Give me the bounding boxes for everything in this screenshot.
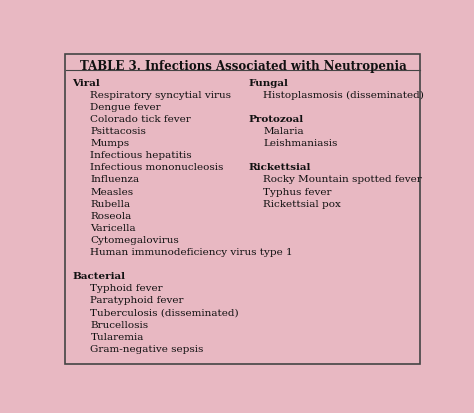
Text: Histoplasmosis (disseminated): Histoplasmosis (disseminated)	[263, 91, 424, 100]
Text: Malaria: Malaria	[263, 127, 304, 136]
Text: Brucellosis: Brucellosis	[91, 320, 149, 330]
Text: Respiratory syncytial virus: Respiratory syncytial virus	[91, 91, 231, 100]
Text: Protozoal: Protozoal	[248, 115, 303, 124]
Text: Bacterial: Bacterial	[72, 272, 125, 281]
Text: Typhus fever: Typhus fever	[263, 188, 332, 197]
Text: Measles: Measles	[91, 188, 134, 197]
Text: Gram-negative sepsis: Gram-negative sepsis	[91, 345, 204, 354]
Text: Rickettsial: Rickettsial	[248, 164, 311, 172]
Text: Influenza: Influenza	[91, 176, 140, 185]
FancyBboxPatch shape	[65, 54, 420, 364]
Text: Leishmaniasis: Leishmaniasis	[263, 139, 337, 148]
Text: Mumps: Mumps	[91, 139, 129, 148]
Text: Paratyphoid fever: Paratyphoid fever	[91, 297, 184, 305]
Text: Tuberculosis (disseminated): Tuberculosis (disseminated)	[91, 309, 239, 318]
Text: Viral: Viral	[72, 79, 100, 88]
Text: Rubella: Rubella	[91, 199, 131, 209]
Text: Typhoid fever: Typhoid fever	[91, 284, 163, 293]
Text: Tularemia: Tularemia	[91, 332, 144, 342]
Text: Varicella: Varicella	[91, 224, 136, 233]
Text: Human immunodeficiency virus type 1: Human immunodeficiency virus type 1	[91, 248, 293, 257]
Text: Colorado tick fever: Colorado tick fever	[91, 115, 191, 124]
Text: Psittacosis: Psittacosis	[91, 127, 146, 136]
Text: Dengue fever: Dengue fever	[91, 103, 161, 112]
Text: Roseola: Roseola	[91, 212, 132, 221]
Text: Rocky Mountain spotted fever: Rocky Mountain spotted fever	[263, 176, 422, 185]
Text: Rickettsial pox: Rickettsial pox	[263, 199, 341, 209]
Text: Infectious hepatitis: Infectious hepatitis	[91, 151, 192, 160]
Text: Cytomegalovirus: Cytomegalovirus	[91, 236, 179, 245]
Text: Infectious mononucleosis: Infectious mononucleosis	[91, 164, 224, 172]
Text: Fungal: Fungal	[248, 79, 288, 88]
Text: TABLE 3. Infections Associated with Neutropenia: TABLE 3. Infections Associated with Neut…	[80, 60, 406, 73]
